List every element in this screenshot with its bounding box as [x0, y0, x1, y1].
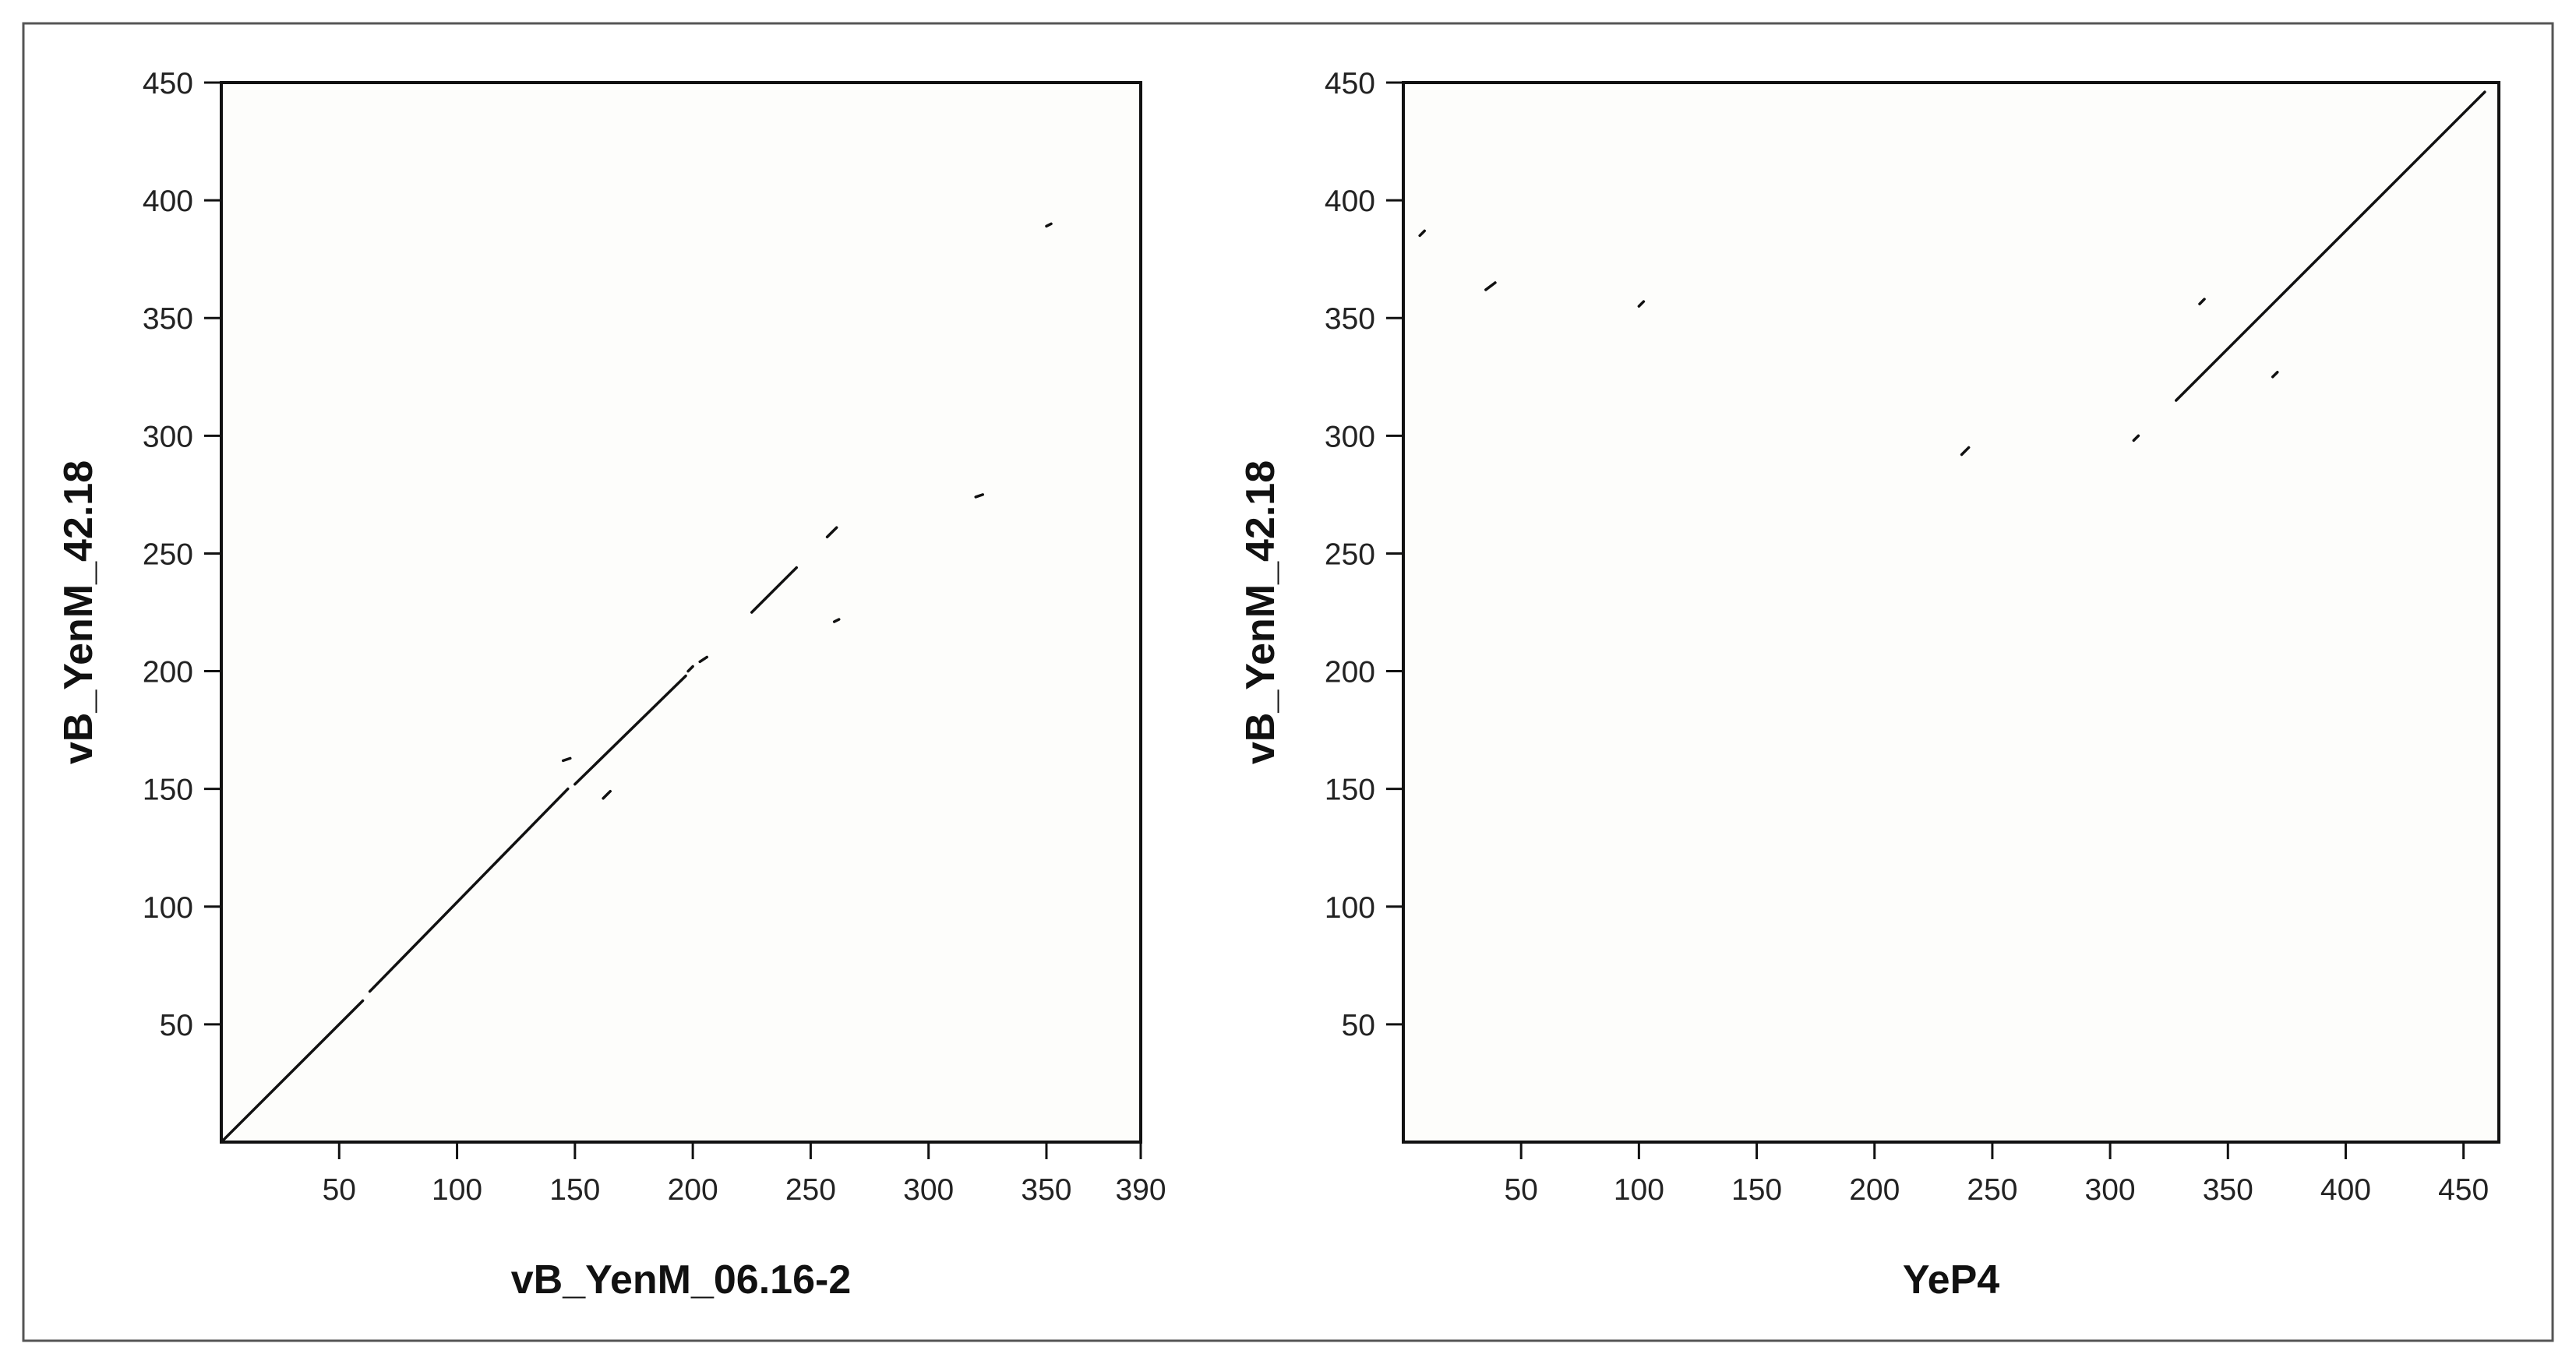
- similarity-segment: [832, 618, 841, 623]
- similarity-segment: [698, 655, 709, 664]
- y-tick-label: 50: [160, 1009, 193, 1042]
- y-tick-label: 100: [1325, 891, 1375, 925]
- similarity-segment: [2132, 434, 2140, 442]
- x-axis-label: vB_YenM_06.16-2: [511, 1257, 852, 1303]
- y-tick-label: 100: [143, 891, 193, 925]
- similarity-segment: [1637, 300, 1646, 308]
- x-tick-label: 50: [323, 1173, 356, 1207]
- y-axis-label: vB_YenM_42.18: [56, 460, 101, 764]
- y-tick-label: 300: [1325, 420, 1375, 453]
- x-tick-label: 50: [1504, 1173, 1537, 1207]
- similarity-segment: [825, 526, 838, 539]
- y-tick-label: 200: [143, 656, 193, 689]
- x-tick-label: 450: [2438, 1173, 2489, 1207]
- similarity-segment: [368, 787, 570, 993]
- similarity-segment: [602, 789, 612, 800]
- x-tick-label: 390: [1115, 1173, 1166, 1207]
- similarity-segment: [573, 674, 687, 786]
- y-tick-label: 450: [1325, 67, 1375, 100]
- similarity-segment: [686, 665, 694, 673]
- y-tick-label: 150: [1325, 774, 1375, 807]
- x-tick-label: 150: [1731, 1173, 1782, 1207]
- x-tick-label: 350: [2203, 1173, 2253, 1207]
- similarity-segment: [1418, 229, 1426, 238]
- x-tick-label: 350: [1021, 1173, 1071, 1207]
- y-tick-label: 350: [1325, 302, 1375, 336]
- plot-area: [220, 81, 1142, 1144]
- x-axis-label: YeP4: [1903, 1257, 1999, 1303]
- x-tick-label: 300: [903, 1173, 954, 1207]
- similarity-segment: [220, 999, 365, 1144]
- similarity-segment: [561, 756, 572, 763]
- x-tick-label: 250: [1967, 1173, 2017, 1207]
- x-tick-label: 100: [1614, 1173, 1664, 1207]
- y-tick-label: 400: [143, 185, 193, 218]
- x-tick-label: 250: [785, 1173, 836, 1207]
- dot-plot-left: 50 100 150 200 250 300 350 390 50 100 150 200 250 300…: [56, 67, 1166, 1303]
- similarity-segment: [750, 566, 799, 614]
- similarity-segment: [974, 493, 985, 499]
- similarity-segment: [2198, 298, 2206, 305]
- y-tick-label: 50: [1342, 1009, 1375, 1042]
- y-tick-label: 200: [1325, 656, 1375, 689]
- x-tick-label: 150: [549, 1173, 600, 1207]
- y-tick-label: 300: [143, 420, 193, 453]
- dot-plot-right: 50 100 150 200 250 300 350 400 450 50 100 150 200 250…: [1238, 67, 2500, 1303]
- y-tick-label: 350: [143, 302, 193, 336]
- similarity-segment: [2175, 90, 2486, 402]
- similarity-segment: [1960, 446, 1971, 457]
- y-tick-label: 150: [143, 774, 193, 807]
- similarity-segment: [1045, 222, 1053, 228]
- y-tick-label: 450: [143, 67, 193, 100]
- y-tick-label: 400: [1325, 185, 1375, 218]
- similarity-segment: [2271, 370, 2279, 379]
- x-tick-label: 200: [1849, 1173, 1900, 1207]
- y-tick-label: 250: [1325, 538, 1375, 571]
- figure-frame: [22, 22, 2554, 1342]
- similarity-segment: [1484, 281, 1497, 291]
- x-tick-label: 100: [432, 1173, 482, 1207]
- x-tick-label: 200: [668, 1173, 718, 1207]
- y-axis-label: vB_YenM_42.18: [1238, 460, 1283, 764]
- y-tick-label: 250: [143, 538, 193, 571]
- x-tick-label: 400: [2320, 1173, 2371, 1207]
- x-tick-label: 300: [2085, 1173, 2136, 1207]
